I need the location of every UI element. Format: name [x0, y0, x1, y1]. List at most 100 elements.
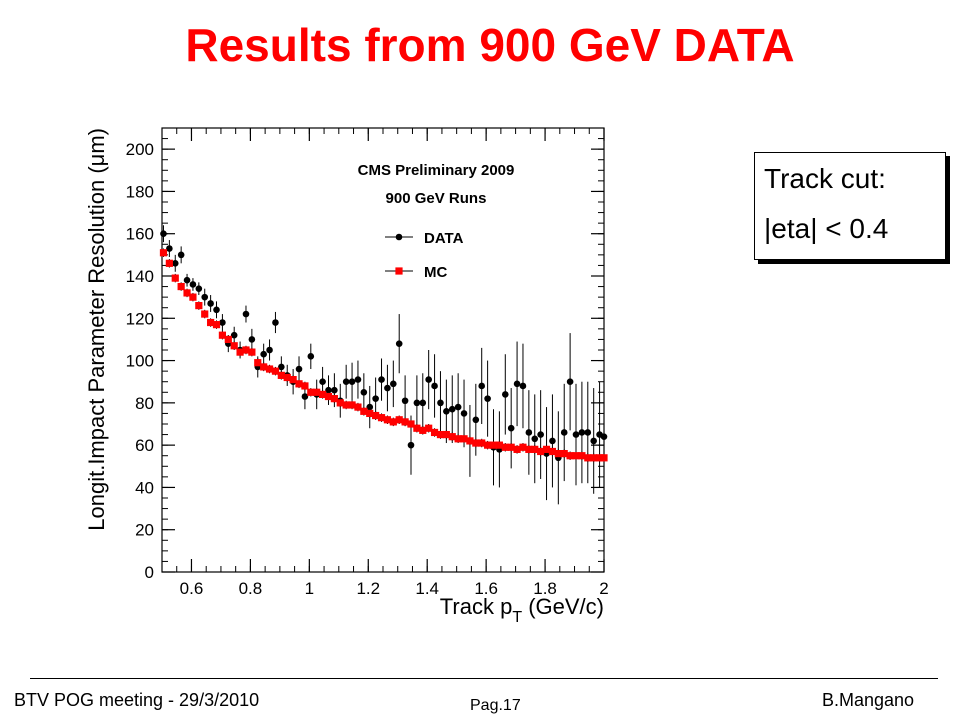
- mc-point: [283, 373, 291, 382]
- mc-point: [218, 331, 227, 339]
- mc-point: [254, 359, 262, 367]
- mc-point: [419, 426, 427, 434]
- data-point: [319, 378, 326, 386]
- mc-point: [584, 454, 592, 462]
- mc-point: [265, 365, 274, 373]
- y-tick-label: 160: [126, 225, 154, 244]
- mc-point: [324, 392, 333, 401]
- mc-point: [436, 430, 445, 439]
- footer-author: B.Mangano: [822, 690, 915, 710]
- data-point: [242, 310, 250, 318]
- data-point: [472, 416, 480, 424]
- mc-point: [560, 450, 568, 458]
- mc-point: [336, 399, 344, 407]
- x-tick-label: 0.8: [239, 579, 263, 598]
- chart-title-line2: 900 GeV Runs: [386, 190, 487, 207]
- data-point: [566, 378, 574, 386]
- data-point: [366, 403, 374, 411]
- data-point: [213, 306, 220, 314]
- mc-point: [313, 388, 321, 396]
- mc-point: [318, 390, 327, 398]
- data-point: [484, 395, 491, 402]
- mc-point: [242, 346, 250, 354]
- mc-point: [372, 411, 380, 420]
- mc-point: [301, 382, 309, 390]
- mc-point: [425, 424, 433, 432]
- data-point: [454, 403, 462, 411]
- data-point: [266, 346, 273, 354]
- mc-point: [401, 418, 409, 426]
- mc-point: [383, 416, 392, 424]
- y-tick-label: 100: [126, 352, 154, 371]
- mc-point: [183, 289, 191, 297]
- track-cut-label: Track cut:: [764, 163, 886, 194]
- legend-mc-label: MC: [424, 264, 447, 281]
- mc-point: [413, 424, 421, 432]
- mc-point: [578, 452, 586, 460]
- x-axis-label: Track pT (GeV/c): [440, 594, 604, 626]
- data-point: [372, 395, 379, 402]
- mc-point: [277, 371, 285, 379]
- mc-point: [595, 454, 604, 462]
- data-point: [584, 429, 592, 436]
- data-point: [201, 293, 209, 301]
- data-point: [278, 363, 285, 371]
- data-point: [537, 431, 544, 438]
- mc-point: [212, 321, 221, 329]
- data-point: [460, 410, 468, 417]
- mc-point: [542, 445, 551, 453]
- x-tick-label: 1.6: [474, 579, 498, 598]
- mc-point: [295, 380, 303, 388]
- track-cut-box: Track cut: |eta| < 0.4: [754, 152, 946, 260]
- y-tick-label: 20: [135, 521, 154, 540]
- x-tick-label: 2: [599, 579, 608, 598]
- mc-point: [207, 318, 215, 327]
- mc-point: [566, 452, 574, 460]
- data-point: [230, 331, 238, 339]
- mc-point: [201, 310, 209, 318]
- mc-point: [159, 249, 168, 257]
- y-tick-label: 200: [126, 140, 154, 159]
- mc-point: [525, 445, 533, 453]
- y-tick-label: 140: [126, 267, 154, 286]
- mc-point: [289, 376, 297, 384]
- mc-point: [395, 416, 403, 424]
- x-tick-label: 1.2: [356, 579, 380, 598]
- mc-point: [519, 443, 527, 451]
- mc-point: [330, 395, 338, 403]
- data-point: [348, 378, 356, 386]
- data-point: [360, 388, 368, 396]
- data-point: [248, 336, 256, 343]
- mc-point: [501, 443, 509, 451]
- mc-point: [165, 259, 173, 267]
- mc-point: [548, 447, 557, 456]
- data-point: [448, 405, 456, 413]
- mc-point: [531, 445, 539, 453]
- data-point: [342, 378, 350, 386]
- y-tick-label: 40: [135, 478, 154, 497]
- mc-point: [466, 437, 474, 445]
- y-axis-label: Longit.Impact Parameter Resolution (μm): [84, 128, 109, 531]
- data-point: [590, 437, 597, 445]
- mc-point: [484, 441, 492, 449]
- x-tick-label: 1.8: [533, 579, 557, 598]
- data-point: [207, 300, 214, 307]
- data-point: [384, 384, 391, 392]
- mc-point: [360, 407, 368, 415]
- data-point: [171, 260, 179, 267]
- x-tick-label: 0.6: [180, 579, 204, 598]
- data-point: [431, 382, 438, 390]
- data-point: [390, 380, 397, 388]
- data-point: [501, 391, 509, 398]
- data-point: [519, 382, 527, 390]
- y-tick-label: 0: [145, 563, 154, 582]
- mc-point: [513, 445, 521, 453]
- data-point: [425, 376, 432, 383]
- data-point: [160, 230, 167, 238]
- legend-mc-marker: [395, 267, 403, 275]
- mc-point: [430, 428, 439, 437]
- mc-point: [189, 293, 197, 301]
- data-point: [600, 433, 608, 440]
- data-point: [443, 408, 450, 415]
- mc-point: [195, 302, 203, 310]
